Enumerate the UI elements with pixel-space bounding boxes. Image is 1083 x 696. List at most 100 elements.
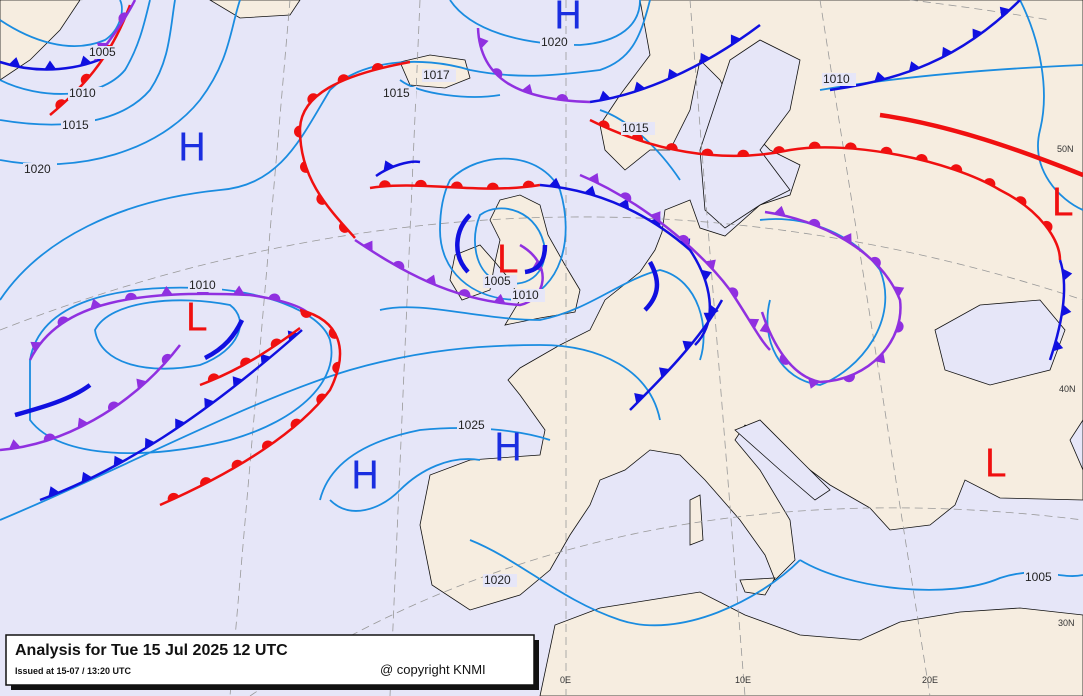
front-symbol [950,164,963,173]
front-triangle [667,68,679,80]
occluded-front [579,173,771,351]
front-symbol [633,81,646,93]
front-triangle [941,46,953,58]
front-semicircle [268,293,281,301]
front-symbol [492,68,503,79]
front-triangle [598,90,611,101]
isobars [0,0,1083,627]
front-symbol [287,330,299,342]
front-symbol [161,353,172,365]
isobar [0,0,151,95]
front-semicircle [414,179,427,187]
graticule-label: 40N [1059,384,1076,394]
front-semicircle [880,146,893,154]
isobar [29,286,333,455]
isobar [0,0,651,301]
isobar-label: 1010 [823,72,850,86]
front-semicircle [337,74,350,83]
front-symbol [80,73,91,85]
front-triangle [584,185,596,196]
great-britain [489,194,581,326]
front-symbol [759,322,771,334]
front-symbol [108,401,119,411]
isobar-label: 1005 [1025,570,1052,584]
front-symbol [414,179,427,187]
front-symbol [261,440,273,450]
front-semicircle [207,373,220,382]
front-triangle [874,71,886,82]
plain-front [455,213,472,274]
front-semicircle [450,181,463,188]
front-symbol [290,418,302,429]
front-triangle [650,211,661,223]
front-triangle [144,437,156,449]
front-semicircle [161,353,172,365]
front-semicircle [371,63,384,71]
front-symbol [703,312,715,323]
front-semicircle [167,492,180,502]
isobar [0,0,176,126]
africa [539,591,1083,696]
front-symbol [843,374,855,383]
cold-front [1048,259,1066,361]
front-symbol [650,211,661,223]
front-semicircle [984,178,996,187]
front-symbol [1015,196,1027,206]
front-symbol [260,353,271,365]
front-symbol [984,178,996,187]
front-symbol [458,289,471,297]
front-symbol [8,57,21,68]
front-symbol [773,205,786,216]
issued-time: Issued at 15-07 / 13:20 UTC [15,666,132,676]
front-symbol [44,60,57,70]
isobar [0,344,661,521]
graticule-label: 50N [1057,144,1074,154]
front-triangle [8,439,21,450]
isobar [0,0,241,166]
front-semicircle [895,320,904,333]
isobar [599,109,681,181]
front-symbol [294,125,301,138]
front-triangle [175,418,186,430]
front-triangle [478,37,489,49]
front-triangle [893,286,905,297]
front-symbol [620,192,632,202]
front-symbol [77,417,89,429]
front-triangle [232,285,245,295]
front-triangle [633,81,646,93]
front-semicircle [300,161,308,173]
front-semicircle [316,193,326,205]
front-semicircle [108,401,119,411]
pressure-center: H [554,0,583,38]
front-semicircle [307,93,318,104]
isobar-label-bg [422,69,456,82]
front-semicircle [486,182,499,189]
front-triangle [634,393,645,404]
front-symbol [874,71,886,82]
front-symbol [1061,304,1072,317]
front-triangle [44,60,57,70]
front-symbol [730,34,741,46]
front-symbol [270,338,282,348]
front-semicircle [665,143,678,151]
front-semicircle [339,222,349,233]
front-semicircle [240,357,252,367]
corsica-sardinia [689,494,704,546]
front-symbol [972,28,983,40]
black-sea [934,299,1066,386]
front-triangle [113,455,125,467]
front-semicircle [125,292,137,300]
front-triangle [8,57,21,68]
isobar-label-bg [511,289,545,302]
front-semicircle [728,287,739,299]
front-triangle [90,298,102,309]
front-symbol [728,287,739,299]
front-symbol [332,361,340,374]
front-symbol [870,256,881,268]
front-semicircle [1042,220,1053,232]
isobar-label: 1015 [62,118,89,132]
front-triangle [548,177,561,188]
title-box: Analysis for Tue 15 Jul 2025 12 UTC Issu… [5,634,539,690]
front-semicircle [55,99,66,110]
front-triangle [1052,339,1064,352]
